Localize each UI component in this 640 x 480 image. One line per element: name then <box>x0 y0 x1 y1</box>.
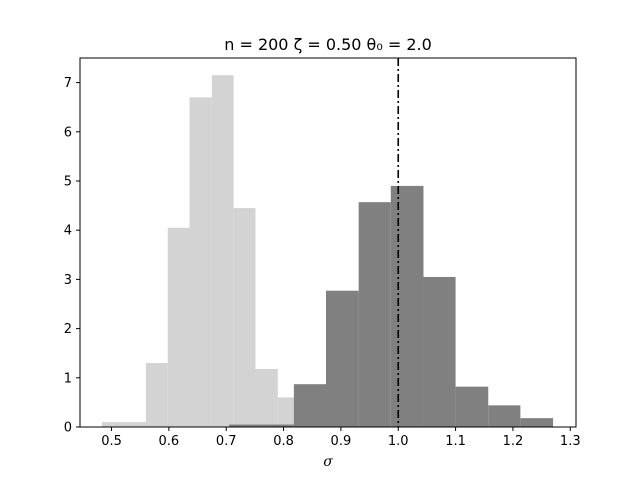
x-tick-label: 0.7 <box>216 434 237 449</box>
chart-title: n = 200 ζ = 0.50 θ₀ = 2.0 <box>224 35 432 54</box>
x-tick-label: 0.8 <box>273 434 294 449</box>
y-tick-label: 4 <box>64 224 72 239</box>
y-tick-label: 5 <box>64 175 72 190</box>
histogram-bar <box>211 75 234 427</box>
histogram-bar <box>101 422 124 427</box>
histogram-bar <box>229 424 262 427</box>
histogram-bar <box>455 386 489 427</box>
y-tick-label: 6 <box>64 125 72 140</box>
histogram-bar <box>145 363 168 427</box>
y-tick-label: 7 <box>64 76 72 91</box>
x-tick-label: 1.2 <box>503 434 524 449</box>
histogram-bar <box>123 422 146 427</box>
series-light-bars <box>101 75 300 428</box>
x-tick-label: 0.6 <box>159 434 180 449</box>
x-tick-label: 1.0 <box>388 434 409 449</box>
histogram-bar <box>261 424 294 427</box>
histogram-bar <box>390 185 424 427</box>
histogram-bar <box>293 384 326 427</box>
histogram-bar <box>325 290 359 427</box>
x-axis: 0.5 0.6 0.7 0.8 0.9 1.0 1.1 1.2 1.3 <box>101 427 581 449</box>
y-tick-label: 0 <box>64 421 72 436</box>
x-tick-label: 1.1 <box>445 434 466 449</box>
x-tick-label: 0.5 <box>101 434 122 449</box>
y-tick-label: 1 <box>64 371 72 386</box>
y-tick-label: 3 <box>64 273 72 288</box>
series-dark-bars <box>229 185 554 427</box>
y-axis: 0 1 2 3 4 5 6 7 <box>64 76 80 436</box>
histogram-bar <box>423 276 456 427</box>
histogram-bar <box>358 202 391 427</box>
histogram-bar <box>189 97 212 428</box>
y-tick-label: 2 <box>64 322 72 337</box>
histogram-bar <box>233 208 256 427</box>
x-tick-label: 1.3 <box>560 434 581 449</box>
x-axis-label: σ <box>323 454 333 470</box>
x-tick-label: 0.9 <box>331 434 352 449</box>
histogram-bar <box>167 227 190 427</box>
plot-frame <box>79 57 577 428</box>
histogram-bar <box>520 418 554 427</box>
histogram-bar <box>488 405 521 427</box>
histogram-bar <box>255 368 278 427</box>
